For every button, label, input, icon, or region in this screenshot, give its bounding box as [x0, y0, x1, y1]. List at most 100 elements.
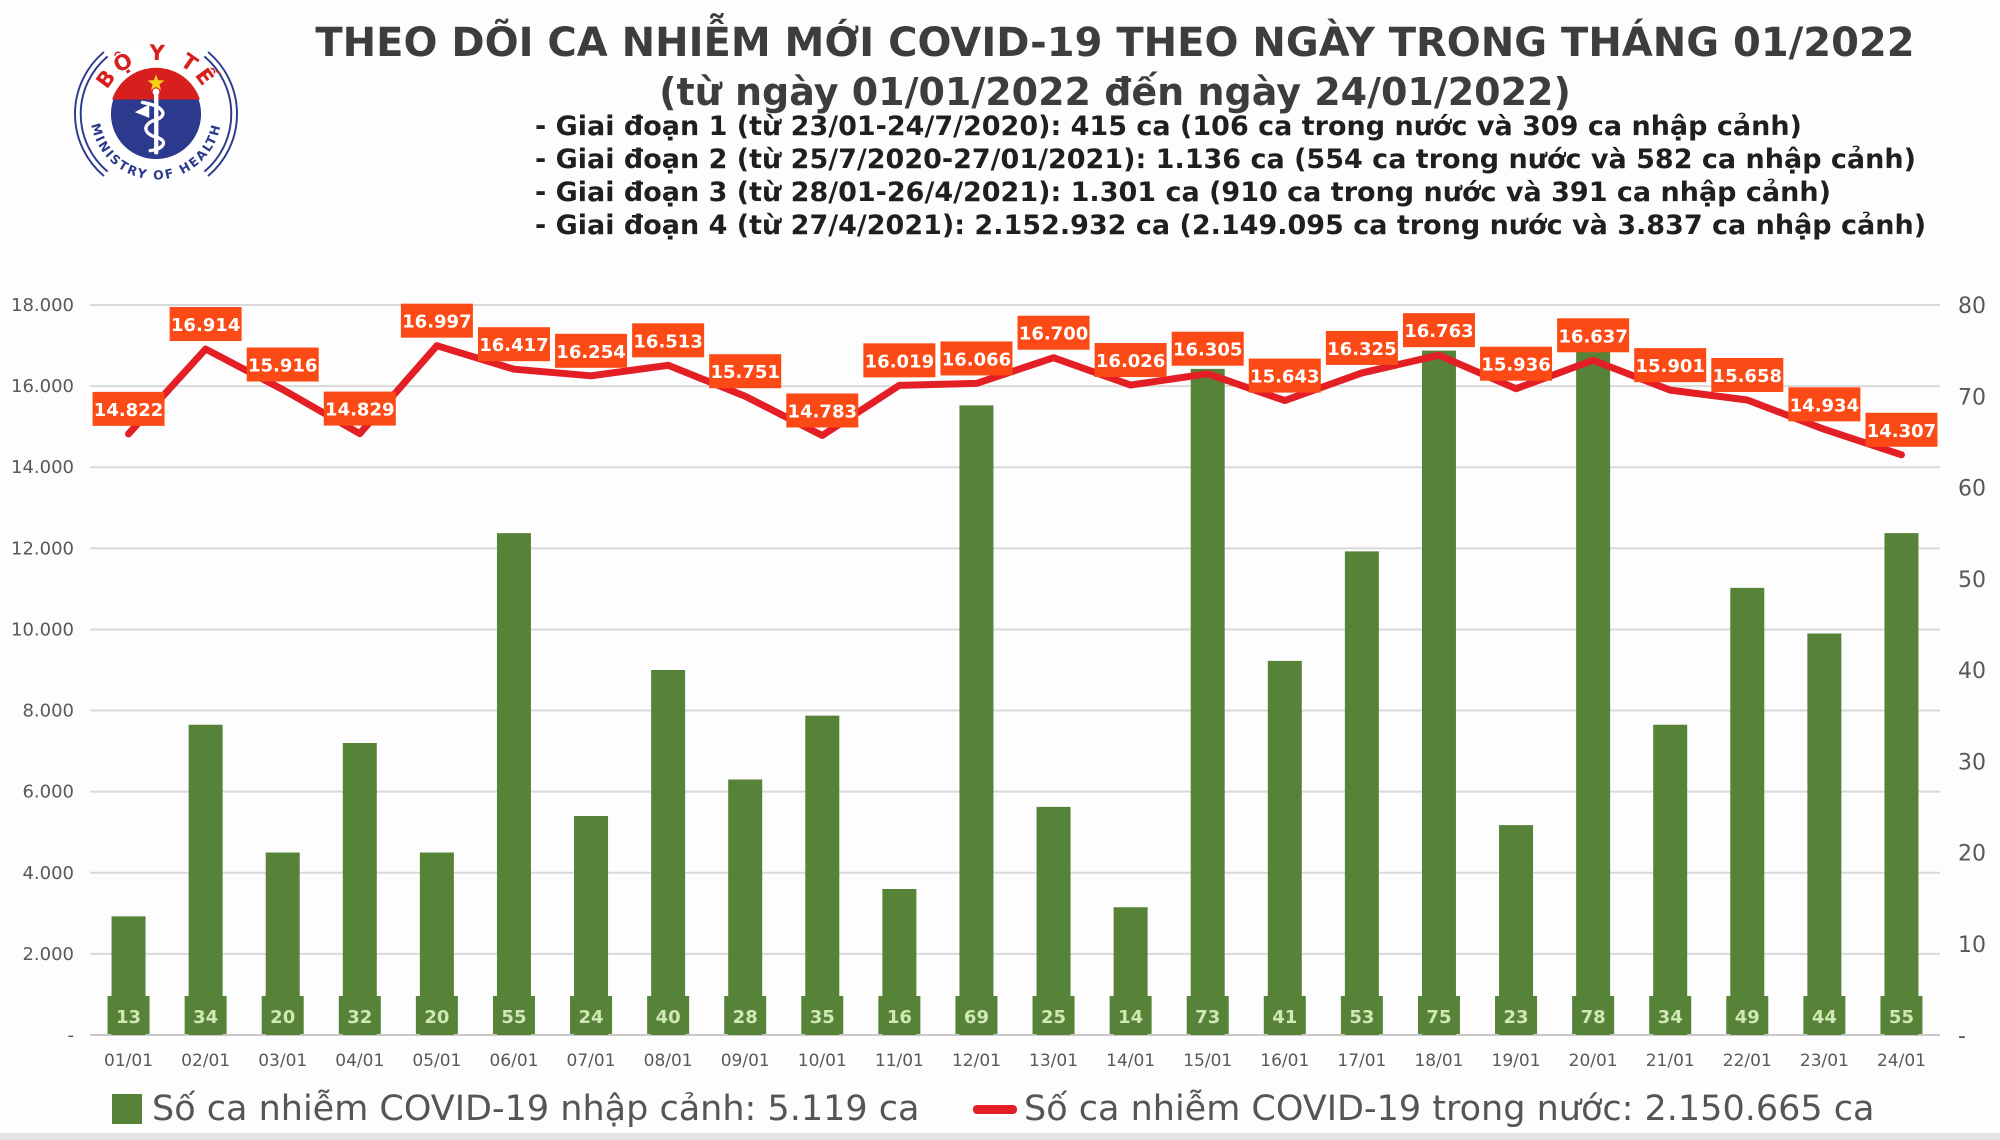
x-axis-label: 06/01	[489, 1051, 538, 1071]
bar-label-box	[184, 996, 227, 1034]
line-label: 14.829	[325, 400, 394, 421]
bar-label: 16	[887, 1007, 912, 1028]
right-axis-tick: -	[1958, 1024, 1966, 1049]
x-axis-label: 13/01	[1029, 1051, 1078, 1071]
line-series	[125, 342, 1905, 459]
legend-bar-swatch	[112, 1094, 142, 1124]
phase-summary-block: - Giai đoạn 1 (từ 23/01-24/7/2020): 415 …	[535, 110, 1926, 242]
bar-label-box	[107, 996, 150, 1034]
bar-label-box	[1649, 996, 1692, 1034]
bar	[1807, 633, 1842, 1035]
bar-label: 20	[424, 1007, 449, 1028]
line-label-box	[940, 341, 1013, 376]
right-axis-tick: 50	[1958, 568, 1986, 593]
bar	[188, 724, 223, 1035]
bar-label: 20	[270, 1007, 295, 1028]
bar	[1653, 724, 1688, 1035]
x-axis-label: 01/01	[104, 1051, 153, 1071]
bar-label: 13	[116, 1007, 141, 1028]
line-label: 14.822	[94, 400, 163, 421]
right-axis-tick: 70	[1958, 385, 1986, 410]
x-axis-label: 05/01	[412, 1051, 461, 1071]
bar-label-box	[647, 996, 690, 1034]
bar-label: 32	[347, 1007, 372, 1028]
line-label: 16.066	[942, 349, 1011, 370]
bar-label-box	[492, 996, 535, 1034]
line-label-box	[92, 391, 165, 426]
bar-label: 53	[1349, 1007, 1374, 1028]
line-label-box	[477, 327, 550, 362]
bar-label: 28	[733, 1007, 758, 1028]
line-label-box	[1248, 358, 1321, 393]
left-axis-tick: 10.000	[11, 619, 74, 640]
bar	[342, 743, 377, 1035]
bar-label-box	[1880, 996, 1923, 1034]
line-label-box	[1865, 412, 1938, 447]
line-label: 16.700	[1019, 324, 1088, 345]
bar	[1576, 323, 1611, 1035]
line-label-box	[1557, 318, 1630, 353]
line-label: 16.637	[1558, 326, 1627, 347]
bar	[1730, 587, 1765, 1035]
left-axis-tick: 12.000	[11, 538, 74, 559]
left-axis-tick: -	[68, 1025, 75, 1046]
line-label: 15.643	[1250, 367, 1319, 388]
bar-label: 55	[501, 1007, 526, 1028]
left-axis-tick: 18.000	[11, 295, 74, 316]
line-label: 16.019	[865, 351, 934, 372]
bar-label: 78	[1581, 1007, 1606, 1028]
line-label: 14.307	[1867, 421, 1936, 442]
bar	[1267, 660, 1302, 1035]
ministry-of-health-logo: BỘ Y TẾ MINISTRY OF HEALTH	[74, 40, 238, 188]
bar-label: 73	[1195, 1007, 1220, 1028]
line-label: 16.914	[171, 315, 240, 336]
line-label: 16.325	[1327, 339, 1396, 360]
bar	[651, 670, 686, 1035]
line-label: 15.901	[1635, 356, 1704, 377]
x-axis-label: 14/01	[1106, 1051, 1155, 1071]
bar	[728, 779, 763, 1035]
bar-label: 75	[1426, 1007, 1451, 1028]
x-axis-label: 07/01	[567, 1051, 616, 1071]
line-label-box	[555, 333, 628, 368]
left-axis-tick: 8.000	[22, 701, 74, 722]
bar-label: 35	[810, 1007, 835, 1028]
legend-line-label: Số ca nhiễm COVID-19 trong nước: 2.150.6…	[1024, 1089, 1875, 1129]
line-label-box	[246, 347, 319, 382]
bar-label: 55	[1889, 1007, 1914, 1028]
left-axis-tick: 4.000	[22, 863, 74, 884]
logo-caduceus-icon	[134, 88, 166, 155]
bar-label-box	[261, 996, 304, 1034]
bar-label: 25	[1041, 1007, 1066, 1028]
right-axis-tick: 40	[1958, 659, 1986, 684]
x-axis-label: 17/01	[1337, 1051, 1386, 1071]
line-label-box	[1402, 313, 1475, 348]
bar-label: 24	[579, 1007, 604, 1028]
line-label: 14.783	[788, 401, 857, 422]
bar-label-box	[570, 996, 613, 1034]
line-label-box	[1480, 346, 1553, 381]
x-axis-label: 02/01	[181, 1051, 230, 1071]
bar-label: 34	[193, 1007, 218, 1028]
x-axis-label: 03/01	[258, 1051, 307, 1071]
line-label: 15.916	[248, 356, 317, 377]
bar-label-box	[338, 996, 381, 1034]
bar-label-box	[1417, 996, 1460, 1034]
bar-label-box	[724, 996, 767, 1034]
bar-label-box	[1109, 996, 1152, 1034]
bar-label-box	[1803, 996, 1846, 1034]
x-axis-label: 09/01	[721, 1051, 770, 1071]
line-label-box	[1711, 357, 1784, 392]
bar	[496, 533, 531, 1035]
logo-star-icon	[147, 74, 165, 91]
bar	[1344, 551, 1379, 1035]
line-label-box	[1788, 387, 1861, 422]
line-label: 14.934	[1790, 395, 1859, 416]
x-axis-label: 15/01	[1183, 1051, 1232, 1071]
x-axis-label: 04/01	[335, 1051, 384, 1071]
x-axis-label: 23/01	[1800, 1051, 1849, 1071]
bar-label: 34	[1658, 1007, 1683, 1028]
line-label: 15.751	[710, 362, 779, 383]
x-axis-label: 16/01	[1260, 1051, 1309, 1071]
